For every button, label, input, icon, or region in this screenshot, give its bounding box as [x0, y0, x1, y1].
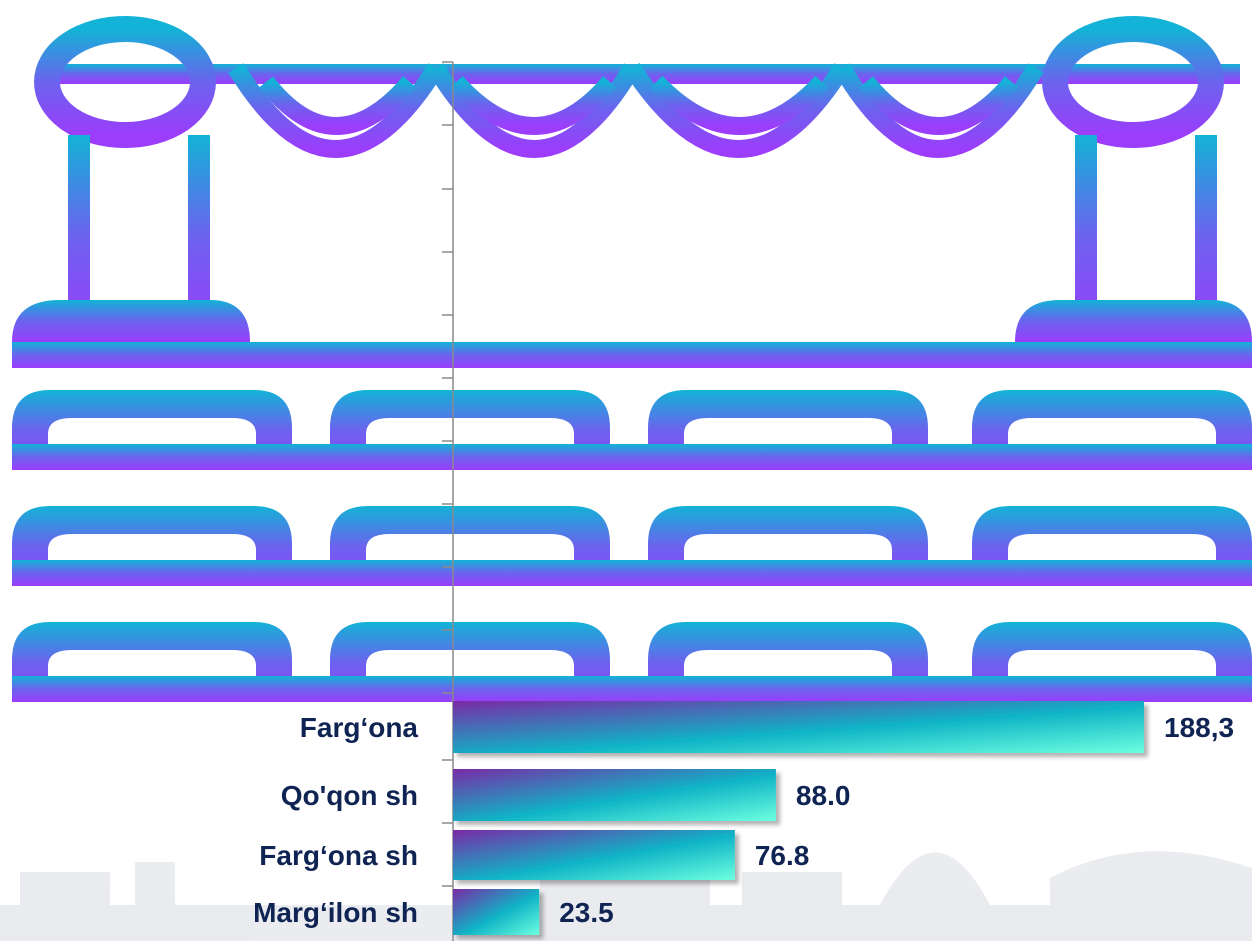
category-label: Marg‘ilon sh — [253, 897, 418, 928]
bar — [453, 889, 540, 935]
category-axis — [442, 61, 454, 941]
data-label: 188,3 — [1164, 712, 1234, 743]
data-label: 88.0 — [796, 780, 851, 811]
bar — [453, 830, 735, 880]
category-label: Farg‘ona sh — [259, 840, 418, 871]
data-label: 23.5 — [559, 897, 614, 928]
category-label: Qo'qon sh — [281, 780, 418, 811]
category-labels: Farg‘ona Qo'qon sh Farg‘ona sh Marg‘ilon sh — [253, 712, 418, 928]
theater-stage-icon — [12, 16, 1252, 702]
bar — [453, 769, 776, 821]
bars-group — [453, 701, 1144, 935]
value-labels: 188,3 88.0 76.8 23.5 — [559, 712, 1234, 928]
bar — [453, 701, 1144, 753]
category-label: Farg‘ona — [300, 712, 419, 743]
data-label: 76.8 — [755, 840, 810, 871]
